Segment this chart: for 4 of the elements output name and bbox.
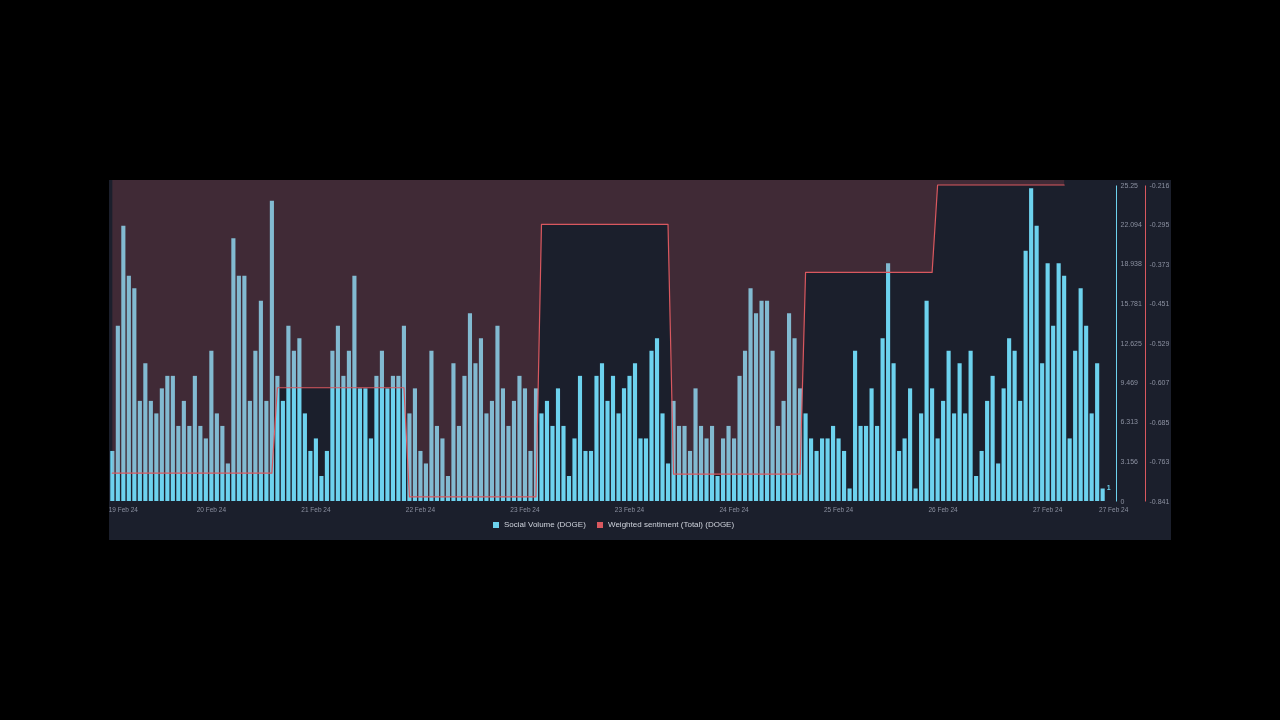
bar [1100,488,1105,501]
legend-label: Social Volume (DOGE) [504,520,587,529]
legend-label: Weighted sentiment (Total) (DOGE) [608,520,735,529]
bar [110,450,115,501]
